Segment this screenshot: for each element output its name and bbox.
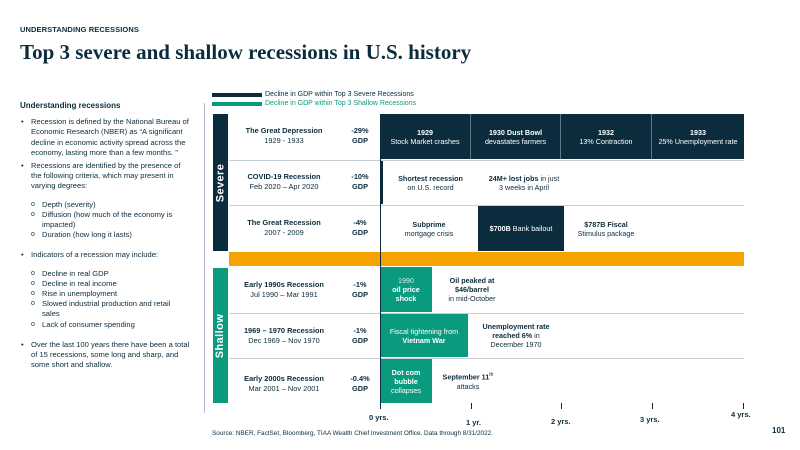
row-divider bbox=[229, 205, 744, 206]
indicator-item: Slowed industrial production and retail … bbox=[20, 299, 190, 319]
sidebar: Understanding recessions Recession is de… bbox=[20, 101, 190, 373]
gdp-decline: -29% GDP bbox=[351, 126, 369, 145]
row-divider bbox=[229, 160, 744, 161]
recession-name: The Great Depression 1929 - 1933 bbox=[245, 126, 323, 145]
recession-name: COVID-19 Recession Feb 2020 – Apr 2020 bbox=[247, 172, 321, 191]
criteria-item: Duration (how long it lasts) bbox=[20, 230, 190, 240]
axis-tick-mark bbox=[561, 403, 562, 409]
event-segment: $700B Bank bailout bbox=[489, 224, 553, 233]
event-segment: 1933 25% Unemployment rate bbox=[658, 127, 738, 146]
gdp-decline: -10% GDP bbox=[351, 172, 369, 191]
sidebar-bullet-definition: Recession is defined by the National Bur… bbox=[20, 117, 190, 158]
sidebar-divider bbox=[204, 103, 205, 413]
event-text: Subprime mortgage crisis bbox=[380, 206, 478, 251]
event-text: Oil peaked at $46/barrel in mid-October bbox=[448, 276, 496, 303]
sidebar-bullet-history: Over the last 100 years there have been … bbox=[20, 340, 190, 371]
axis-tick-mark bbox=[743, 403, 744, 409]
duration-bar-shallow: 1990 oil price shock bbox=[380, 267, 432, 312]
axis-tick-mark bbox=[652, 403, 653, 409]
legend-swatch-severe bbox=[212, 92, 262, 97]
event-text: $787B Fiscal Stimulus package bbox=[577, 219, 635, 238]
criteria-item: Diffusion (how much of the economy is im… bbox=[20, 210, 190, 230]
event-segment: 1930 Dust Bowl devastates farmers bbox=[471, 114, 561, 159]
row-divider bbox=[229, 313, 744, 314]
criteria-item: Depth (severity) bbox=[20, 200, 190, 210]
recession-name: Early 1990s Recession Jul 1990 – Mar 1991 bbox=[244, 280, 324, 299]
indicator-item: Decline in real income bbox=[20, 279, 190, 289]
row-divider bbox=[229, 358, 744, 359]
axis-tick-label: 2 yrs. bbox=[551, 417, 571, 426]
chart-legend: Decline in GDP within Top 3 Severe Reces… bbox=[212, 90, 416, 108]
gdp-decline: -1% GDP bbox=[351, 326, 368, 345]
axis-tick-mark bbox=[471, 403, 472, 409]
source-note: Source: NBER, FactSet, Bloomberg, TIAA W… bbox=[212, 430, 493, 437]
recession-name: Early 2000s Recession Mar 2001 – Nov 2001 bbox=[244, 374, 324, 393]
section-kicker: UNDERSTANDING RECESSIONS bbox=[20, 25, 139, 34]
page-title: Top 3 severe and shallow recessions in U… bbox=[20, 40, 472, 64]
axis-tick-label: 4 yrs. bbox=[731, 410, 751, 419]
indicator-item: Decline in real GDP bbox=[20, 269, 190, 279]
group-label-severe: Severe bbox=[213, 114, 228, 251]
axis-tick-label: 0 yrs. bbox=[369, 413, 389, 422]
event-text: Shortest recession on U.S. record bbox=[398, 173, 463, 192]
page-number: 101 bbox=[772, 426, 786, 435]
recession-name: 1969 – 1970 Recession Dec 1969 – Nov 1970 bbox=[243, 326, 325, 345]
legend-swatch-shallow bbox=[212, 101, 262, 106]
indicator-item: Rise in unemployment bbox=[20, 289, 190, 299]
duration-bar-severe bbox=[380, 161, 383, 204]
legend-item-severe: Decline in GDP within Top 3 Severe Reces… bbox=[212, 90, 416, 99]
indicator-item: Lack of consumer spending bbox=[20, 320, 190, 330]
event-text: 24M+ lost jobs in just 3 weeks in April bbox=[488, 173, 560, 192]
group-label-shallow: Shallow bbox=[213, 268, 228, 403]
axis-zero-line bbox=[380, 114, 381, 409]
event-text: Unemployment rate reached 6% in December 1… bbox=[482, 322, 550, 349]
event-segment: 1932 13% Contraction bbox=[561, 114, 652, 159]
gdp-decline: -0.4% GDP bbox=[350, 374, 370, 393]
gdp-decline: -1% GDP bbox=[351, 280, 368, 299]
recession-name: The Great Recession 2007 - 2009 bbox=[247, 218, 321, 237]
sidebar-bullet-criteria: Recessions are identified by the presenc… bbox=[20, 161, 190, 192]
duration-bar-shallow: Fiscal tightening from Vietnam War bbox=[380, 314, 468, 357]
sidebar-heading: Understanding recessions bbox=[20, 101, 121, 110]
legend-item-shallow: Decline in GDP within Top 3 Shallow Rece… bbox=[212, 99, 416, 108]
sidebar-bullet-indicators: Indicators of a recession may include: bbox=[20, 250, 190, 260]
legend-label-severe: Decline in GDP within Top 3 Severe Reces… bbox=[265, 91, 414, 98]
event-segment: 1929 Stock Market crashes bbox=[380, 114, 471, 159]
duration-bar-shallow: Dot com bubble collapses bbox=[380, 359, 432, 403]
axis-tick-label: 1 yr. bbox=[466, 418, 482, 427]
axis-tick-label: 3 yrs. bbox=[640, 415, 660, 424]
duration-bar-severe bbox=[380, 114, 744, 159]
legend-label-shallow: Decline in GDP within Top 3 Shallow Rece… bbox=[265, 100, 417, 107]
event-text: September 11th attacks bbox=[442, 372, 494, 391]
group-separator-band bbox=[229, 252, 744, 266]
gdp-decline: -4% GDP bbox=[351, 218, 368, 237]
